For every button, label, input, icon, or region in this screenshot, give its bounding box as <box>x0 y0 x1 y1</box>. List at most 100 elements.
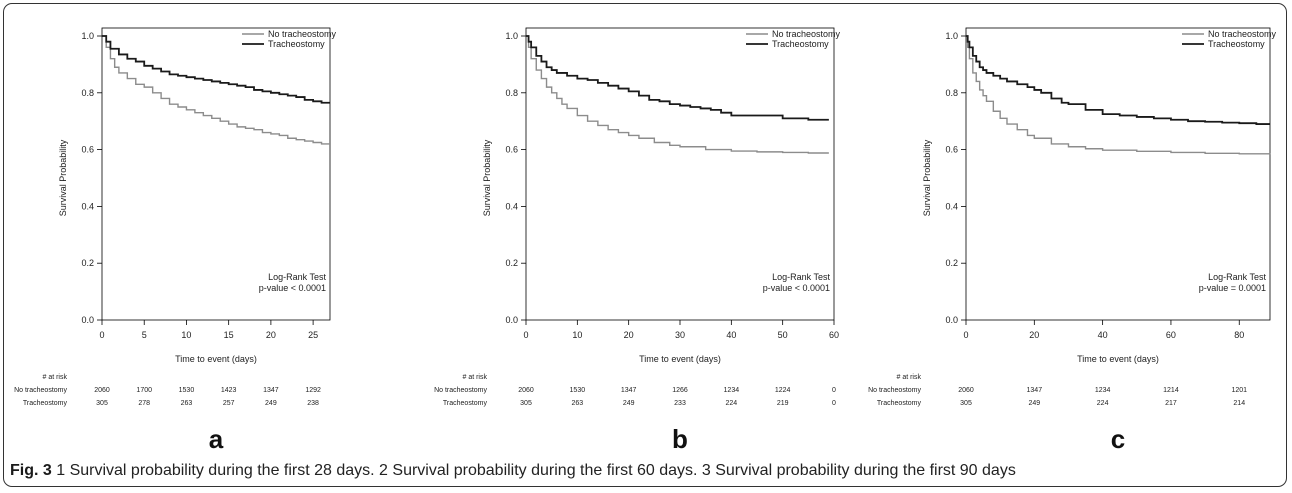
series-line-no-tracheostomy <box>966 35 1271 155</box>
y-axis-label: Survival Probability <box>922 139 932 216</box>
panel-label: c <box>1111 424 1125 454</box>
risk-table-value: 305 <box>960 400 972 407</box>
risk-table-value: 1234 <box>724 387 740 394</box>
x-axis-label: Time to event (days) <box>175 354 257 364</box>
risk-table-header: # at risk <box>462 374 487 381</box>
risk-table-value: 1347 <box>1027 387 1043 394</box>
risk-table-header: # at risk <box>896 374 921 381</box>
risk-table-value: 1266 <box>672 387 688 394</box>
y-tick-label: 1.0 <box>945 31 958 41</box>
y-tick-label: 0.4 <box>945 201 958 211</box>
risk-table-row-label: Tracheostomy <box>23 400 68 407</box>
y-tick-label: 0.8 <box>505 88 518 98</box>
risk-table-value: 0 <box>832 387 836 394</box>
x-tick-label: 40 <box>726 330 736 340</box>
x-tick-label: 20 <box>624 330 634 340</box>
x-tick-label: 60 <box>829 330 839 340</box>
x-tick-label: 40 <box>1098 330 1108 340</box>
x-tick-label: 10 <box>181 330 191 340</box>
y-tick-label: 0.4 <box>81 201 94 211</box>
y-tick-label: 0.6 <box>81 145 94 155</box>
risk-table-value: 2060 <box>94 387 110 394</box>
y-tick-label: 0.2 <box>945 258 958 268</box>
risk-table-value: 238 <box>307 400 319 407</box>
y-axis-label: Survival Probability <box>58 139 68 216</box>
x-tick-label: 15 <box>224 330 234 340</box>
x-axis-label: Time to event (days) <box>639 354 721 364</box>
risk-table-value: 217 <box>1165 400 1177 407</box>
plot-box <box>101 27 331 321</box>
y-axis-label: Survival Probability <box>482 139 492 216</box>
series-line-tracheostomy <box>526 35 829 121</box>
risk-table-value: 214 <box>1233 400 1245 407</box>
risk-table-value: 263 <box>571 400 583 407</box>
legend-entry: No tracheostomy <box>1208 29 1277 39</box>
risk-table-row-label: No tracheostomy <box>868 387 921 394</box>
risk-table-value: 1292 <box>305 387 321 394</box>
legend-entry: Tracheostomy <box>772 39 829 49</box>
y-tick-label: 0.2 <box>81 258 94 268</box>
risk-table-row-label: Tracheostomy <box>443 400 488 407</box>
x-tick-label: 50 <box>778 330 788 340</box>
risk-table-value: 305 <box>96 400 108 407</box>
risk-table-row-label: Tracheostomy <box>877 400 922 407</box>
log-rank-annotation: p-value = 0.0001 <box>1199 283 1266 293</box>
caption-text: 1 Survival probability during the first … <box>51 462 1016 479</box>
y-tick-label: 0.6 <box>945 145 958 155</box>
risk-table-value: 2060 <box>958 387 974 394</box>
risk-table-row-label: No tracheostomy <box>434 387 487 394</box>
risk-table-value: 219 <box>777 400 789 407</box>
risk-table-value: 1423 <box>221 387 237 394</box>
risk-table-value: 1700 <box>136 387 152 394</box>
risk-table-value: 1530 <box>570 387 586 394</box>
y-tick-label: 1.0 <box>81 31 94 41</box>
x-tick-label: 10 <box>572 330 582 340</box>
x-tick-label: 30 <box>675 330 685 340</box>
y-tick-label: 0.0 <box>81 315 94 325</box>
figure-frame <box>3 3 1287 487</box>
risk-table-value: 257 <box>223 400 235 407</box>
x-tick-label: 20 <box>266 330 276 340</box>
y-tick-label: 0.6 <box>505 145 518 155</box>
y-tick-label: 0.0 <box>505 315 518 325</box>
risk-table-value: 263 <box>181 400 193 407</box>
y-tick-label: 0.8 <box>945 88 958 98</box>
figure-caption: Fig. 3 1 Survival probability during the… <box>10 462 1282 480</box>
risk-table-value: 305 <box>520 400 532 407</box>
x-tick-label: 0 <box>963 330 968 340</box>
x-tick-label: 5 <box>142 330 147 340</box>
risk-table-value: 1201 <box>1231 387 1247 394</box>
log-rank-annotation: Log-Rank Test <box>772 272 830 282</box>
y-tick-label: 1.0 <box>505 31 518 41</box>
log-rank-annotation: p-value < 0.0001 <box>763 283 830 293</box>
risk-table-value: 1224 <box>775 387 791 394</box>
series-line-no-tracheostomy <box>526 35 829 154</box>
x-axis-label: Time to event (days) <box>1077 354 1159 364</box>
x-tick-label: 60 <box>1166 330 1176 340</box>
risk-table-value: 1347 <box>263 387 279 394</box>
risk-table-value: 1530 <box>179 387 195 394</box>
series-line-tracheostomy <box>102 35 330 104</box>
risk-table-value: 249 <box>623 400 635 407</box>
legend-entry: Tracheostomy <box>268 39 325 49</box>
panel-label: a <box>209 424 224 454</box>
series-line-tracheostomy <box>966 35 1270 125</box>
log-rank-annotation: p-value < 0.0001 <box>259 283 326 293</box>
legend-entry: No tracheostomy <box>772 29 841 39</box>
risk-table-value: 278 <box>138 400 150 407</box>
log-rank-annotation: Log-Rank Test <box>1208 272 1266 282</box>
y-tick-label: 0.8 <box>81 88 94 98</box>
series-line-no-tracheostomy <box>102 35 330 145</box>
risk-table-header: # at risk <box>42 374 67 381</box>
y-tick-label: 0.4 <box>505 201 518 211</box>
log-rank-annotation: Log-Rank Test <box>268 272 326 282</box>
figure-panels: 0.0 0.2 0.4 0.6 0.8 1.0 0 5 10 15 20 25 Time to even… <box>14 27 1277 454</box>
plot-box <box>965 27 1271 321</box>
legend-entry: Tracheostomy <box>1208 39 1265 49</box>
y-tick-label: 0.2 <box>505 258 518 268</box>
risk-table-value: 1234 <box>1095 387 1111 394</box>
risk-table-value: 224 <box>725 400 737 407</box>
risk-table-value: 1347 <box>621 387 637 394</box>
risk-table-value: 233 <box>674 400 686 407</box>
risk-table-value: 224 <box>1097 400 1109 407</box>
